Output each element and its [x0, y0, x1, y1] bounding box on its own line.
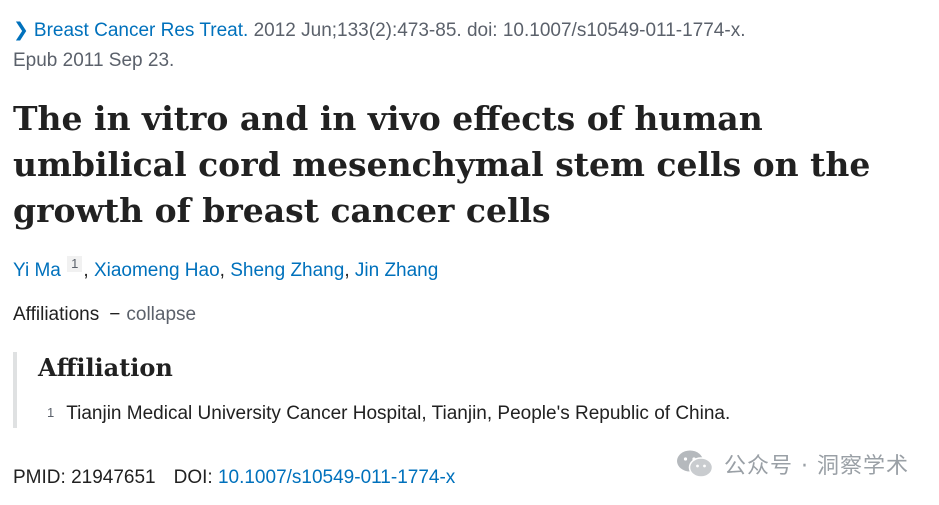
affiliations-toggle[interactable]: Affiliations − collapse [13, 301, 196, 329]
article-identifiers: PMID: 21947651 DOI: 10.1007/s10549-011-17… [13, 464, 455, 492]
affiliation-number: 1 [47, 405, 55, 420]
author-link[interactable]: Yi Ma [13, 260, 61, 281]
pmid-value: 21947651 [71, 467, 156, 488]
collapse-button[interactable]: collapse [126, 304, 197, 325]
watermark-text: 公众号 · 洞察学术 [724, 454, 909, 479]
author-list: Yi Ma 1, Xiaomeng Hao, Sheng Zhang, Jin … [13, 256, 438, 285]
journal-link[interactable]: Breast Cancer Res Treat. [33, 20, 249, 41]
affiliation-heading: Affiliation [38, 353, 173, 382]
author-separator: , [83, 260, 94, 281]
affiliations-label: Affiliations [13, 304, 100, 325]
citation-details: 2012 Jun;133(2):473-85. doi: 10.1007/s10… [248, 20, 746, 41]
epub-date: Epub 2011 Sep 23. [13, 50, 175, 71]
minus-icon[interactable]: − [109, 304, 121, 325]
affiliation-text: Tianjin Medical University Cancer Hospit… [66, 403, 731, 424]
author-link[interactable]: Jin Zhang [354, 260, 439, 281]
author-separator: , [219, 260, 231, 281]
author-link[interactable]: Xiaomeng Hao [93, 260, 220, 281]
pmid-label: PMID: [13, 467, 72, 488]
author-separator: , [344, 260, 355, 281]
citation-line: ❯ Breast Cancer Res Treat. 2012 Jun;133(2… [13, 16, 913, 76]
doi-label: DOI: [173, 467, 218, 488]
author-link[interactable]: Sheng Zhang [230, 260, 345, 281]
doi-link[interactable]: 10.1007/s10549-011-1774-x [217, 467, 456, 488]
affiliation-ref-badge[interactable]: 1 [67, 256, 83, 272]
watermark: 公众号 · 洞察学术 [676, 448, 909, 480]
article-title: The in vitro and in vivo effects of huma… [13, 99, 871, 230]
wechat-icon [677, 450, 714, 478]
chevron-right-icon[interactable]: ❯ [13, 20, 29, 41]
affiliation-panel: Affiliation 1 Tianjin Medical University … [13, 352, 797, 428]
affiliation-item: 1 Tianjin Medical University Cancer Hospi… [47, 400, 730, 427]
